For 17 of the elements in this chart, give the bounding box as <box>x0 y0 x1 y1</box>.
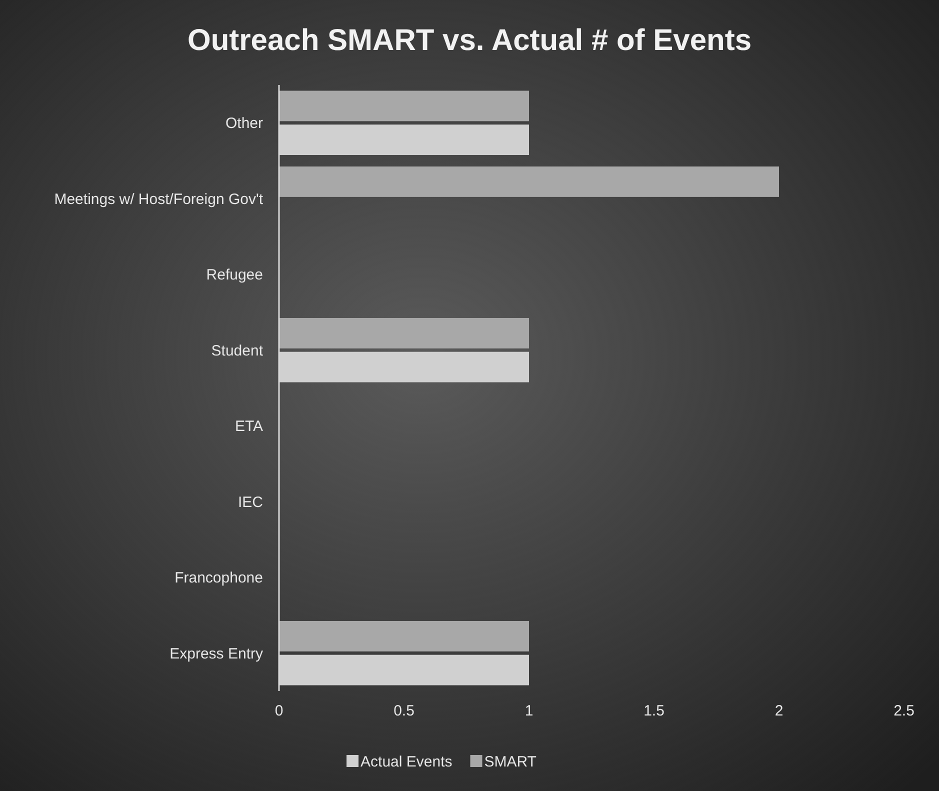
chart-title: Outreach SMART vs. Actual # of Events <box>187 24 752 57</box>
y-tick-label: Student <box>211 342 264 360</box>
y-tick-label: Other <box>225 115 264 132</box>
x-tick-label: 2 <box>774 702 784 720</box>
legend-label: SMART <box>484 753 536 770</box>
y-tick-label: Express Entry <box>170 645 264 662</box>
x-tick-label: 0 <box>274 702 284 720</box>
y-tick-label: Francophone <box>174 570 263 587</box>
y-tick-label: Refugee <box>206 266 263 284</box>
x-tick-label: 1.5 <box>644 702 664 720</box>
y-tick-label: Meetings w/ Host/Foreign Gov't <box>54 190 264 208</box>
y-tick-label: ETA <box>234 418 263 436</box>
legend-label: Actual Events <box>360 753 452 770</box>
x-tick-label: 0.5 <box>394 702 414 720</box>
y-tick-label: IEC <box>238 494 264 511</box>
x-tick-label: 2.5 <box>894 702 914 720</box>
x-tick-label: 1 <box>524 702 534 720</box>
